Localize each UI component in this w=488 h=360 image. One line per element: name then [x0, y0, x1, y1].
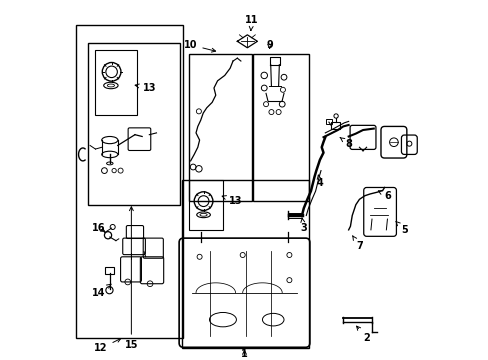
Bar — [88, 43, 180, 205]
Text: 1: 1 — [241, 349, 247, 359]
Text: 7: 7 — [352, 236, 362, 251]
Text: 10: 10 — [183, 40, 215, 52]
Text: 4: 4 — [316, 175, 323, 188]
Bar — [76, 25, 183, 338]
Text: 13: 13 — [135, 83, 156, 93]
Text: 3: 3 — [300, 217, 306, 233]
Text: 8: 8 — [340, 138, 351, 149]
Text: 13: 13 — [222, 196, 242, 206]
Bar — [95, 50, 137, 115]
Text: 5: 5 — [395, 221, 407, 235]
Bar — [331, 122, 340, 129]
Bar — [325, 118, 331, 124]
Text: 6: 6 — [378, 191, 391, 201]
Text: 2: 2 — [356, 326, 369, 343]
Bar — [181, 180, 308, 348]
Text: 16: 16 — [92, 223, 105, 233]
Bar — [253, 54, 308, 201]
Text: 15: 15 — [124, 207, 138, 350]
Text: 12: 12 — [94, 338, 121, 354]
Bar — [188, 54, 251, 201]
Text: 14: 14 — [92, 284, 111, 298]
Text: 11: 11 — [244, 15, 258, 31]
Text: 9: 9 — [266, 40, 272, 50]
Bar — [105, 267, 114, 274]
Bar — [188, 180, 223, 230]
